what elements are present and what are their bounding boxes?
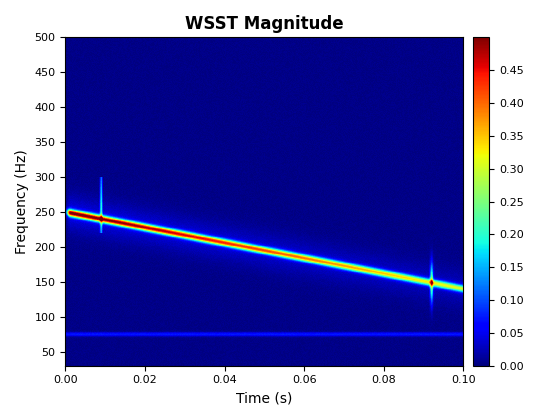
Title: WSST Magnitude: WSST Magnitude: [185, 15, 344, 33]
X-axis label: Time (s): Time (s): [236, 391, 293, 405]
Y-axis label: Frequency (Hz): Frequency (Hz): [15, 149, 29, 254]
